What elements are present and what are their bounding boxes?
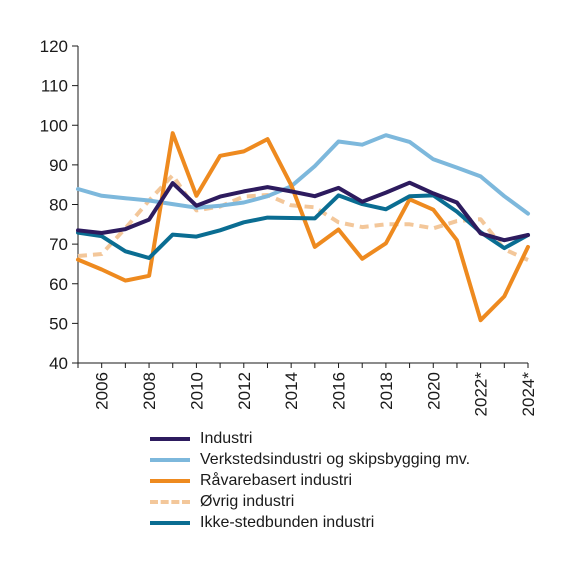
y-tick-label: 120 (40, 37, 68, 56)
legend-item: Verkstedsindustri og skipsbygging mv. (150, 449, 470, 470)
x-tick-label: 2020 (424, 372, 443, 410)
legend-label: Industri (200, 429, 253, 447)
legend-label: Ikke-stedbunden industri (200, 513, 375, 531)
series-line-0 (76, 180, 530, 243)
x-axis: 2006 2008 2010 2012 2014 2016 2018 2020 2022* 202… (77, 362, 538, 417)
legend-swatch (150, 457, 190, 462)
x-tick-label: 2014 (282, 372, 301, 410)
y-tick-label: 110 (41, 77, 68, 96)
legend-swatch (150, 499, 190, 504)
x-tick-label: 2022* (472, 372, 491, 417)
series-line-1 (76, 133, 530, 216)
legend-label: Øvrig industri (200, 492, 295, 510)
y-tick-label: 60 (49, 275, 68, 294)
x-tick-label: 2016 (330, 372, 349, 410)
y-tick-label: 100 (40, 116, 68, 135)
x-tick-label: 2018 (377, 372, 396, 410)
x-tick-label: 2010 (187, 372, 206, 410)
x-tick-label: 2024* (519, 372, 538, 417)
legend-swatch (150, 478, 190, 483)
legend-item: Ikke-stedbunden industri (150, 512, 470, 533)
legend-item: Råvarebasert industri (150, 470, 470, 491)
series-line-3 (77, 173, 529, 262)
legend-swatch (150, 436, 190, 441)
y-tick-label: 40 (49, 354, 68, 373)
series-layer (76, 131, 530, 323)
legend-item: Industri (150, 428, 470, 449)
series-line-4 (76, 193, 530, 260)
legend-label: Verkstedsindustri og skipsbygging mv. (200, 450, 471, 468)
x-tick-label: 2012 (235, 372, 254, 410)
y-tick-label: 80 (49, 196, 68, 215)
x-tick-label: 2006 (93, 372, 112, 410)
legend-swatch (150, 520, 190, 525)
x-tick-label: 2008 (140, 372, 159, 410)
y-tick-label: 90 (49, 156, 68, 175)
y-tick-label: 50 (49, 314, 68, 333)
legend-label: Råvarebasert industri (200, 471, 353, 489)
legend-item: Øvrig industri (150, 491, 470, 512)
y-axis: 40 50 60 70 80 90 100 110 120 (40, 37, 79, 373)
series-line-2 (76, 131, 530, 323)
legend: Industri Verkstedsindustri og skipsbyggin… (150, 428, 470, 533)
y-tick-label: 70 (49, 235, 68, 254)
